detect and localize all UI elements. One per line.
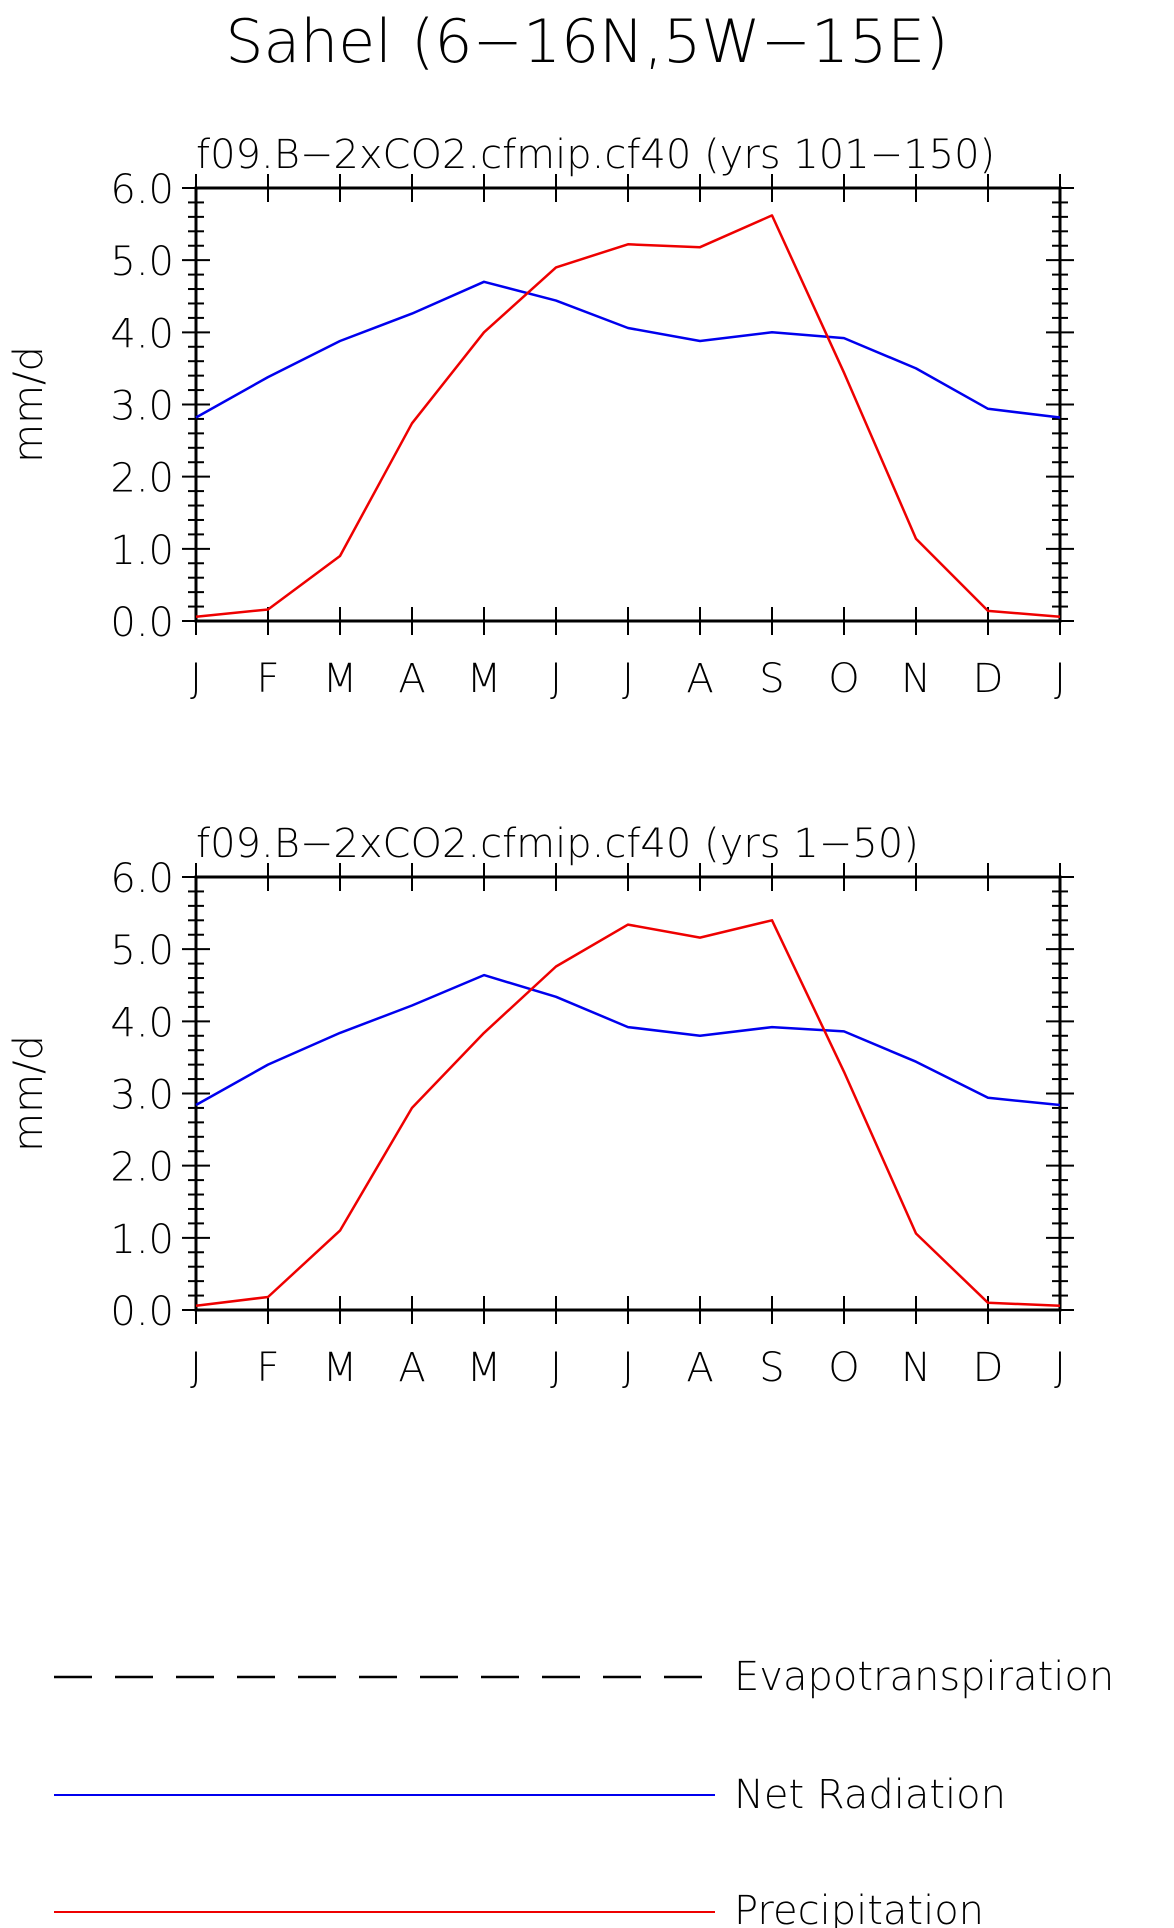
y-tick-label: 3.0	[110, 384, 174, 430]
legend-item-precipitation: Precipitation	[54, 1888, 984, 1928]
y-tick-label: 4.0	[110, 311, 174, 357]
x-tick-label-mar: M	[323, 656, 358, 702]
series-line-precipitation	[195, 919, 1061, 1307]
legend-item-net-radiation: Net Radiation	[54, 1772, 1006, 1818]
series-line-precipitation	[195, 214, 1061, 618]
series-line-net-radiation	[195, 973, 1061, 1107]
legend-label-net-radiation: Net Radiation	[734, 1772, 1006, 1818]
y-axis-label: mm/d	[6, 1035, 52, 1152]
legend: Evapotranspiration Net Radiation Precipi…	[54, 1654, 1114, 1928]
panel-title: f09.B−2xCO2.cfmip.cf40 (yrs 1−50)	[196, 821, 919, 867]
y-tick-label: 6.0	[110, 856, 174, 902]
x-tick-label-sep: S	[759, 656, 784, 702]
y-tick-label: 2.0	[110, 1145, 174, 1191]
x-tick-label-may: M	[467, 1345, 502, 1391]
x-tick-label-may: M	[467, 656, 502, 702]
x-tick-label-apr: A	[398, 656, 425, 702]
x-tick-label-nov: N	[901, 656, 931, 702]
x-tick-label-aug: A	[686, 1345, 713, 1391]
x-tick-label-jan: J	[190, 656, 202, 702]
x-tick-label-aug: A	[686, 656, 713, 702]
legend-label-evapotranspiration: Evapotranspiration	[734, 1654, 1114, 1700]
plot-frame	[194, 186, 1062, 623]
chart-panel-early-years: f09.B−2xCO2.cfmip.cf40 (yrs 1−50) mm/d 0.0…	[6, 821, 1074, 1391]
figure-title: Sahel (6−16N,5W−15E)	[225, 7, 948, 77]
x-tick-label-oct: O	[828, 1345, 859, 1391]
y-tick-label: 5.0	[110, 239, 174, 285]
x-tick-label-jun: J	[550, 1345, 562, 1391]
x-tick-label-dec: D	[973, 1345, 1004, 1391]
legend-item-evapotranspiration: Evapotranspiration	[54, 1654, 1114, 1700]
x-tick-label-mar: M	[323, 1345, 358, 1391]
x-tick-label-jan: J	[190, 1345, 202, 1391]
x-tick-label-jul: J	[622, 656, 634, 702]
y-tick-label: 4.0	[110, 1000, 174, 1046]
y-axis-label: mm/d	[6, 346, 52, 463]
x-tick-label-nov: N	[901, 1345, 931, 1391]
panel-title: f09.B−2xCO2.cfmip.cf40 (yrs 101−150)	[196, 132, 995, 178]
y-tick-label: 3.0	[110, 1073, 174, 1119]
x-tick-label-oct: O	[828, 656, 859, 702]
x-tick-label-sep: S	[759, 1345, 784, 1391]
y-tick-label: 0.0	[110, 600, 174, 646]
x-tick-label-jan-end: J	[1054, 1345, 1066, 1391]
x-tick-label-feb: F	[256, 1345, 279, 1391]
x-tick-label-jun: J	[550, 656, 562, 702]
y-tick-label: 6.0	[110, 167, 174, 213]
y-tick-label: 1.0	[110, 528, 174, 574]
series-line-net-radiation	[195, 280, 1061, 419]
y-tick-label: 5.0	[110, 928, 174, 974]
y-tick-label: 0.0	[110, 1289, 174, 1335]
y-tick-label: 2.0	[110, 456, 174, 502]
x-tick-label-apr: A	[398, 1345, 425, 1391]
chart-panel-recent-years: f09.B−2xCO2.cfmip.cf40 (yrs 101−150) mm/d…	[6, 132, 1074, 702]
x-tick-label-dec: D	[973, 656, 1004, 702]
x-tick-label-jan-end: J	[1054, 656, 1066, 702]
y-tick-label: 1.0	[110, 1217, 174, 1263]
x-tick-label-jul: J	[622, 1345, 634, 1391]
x-tick-label-feb: F	[256, 656, 279, 702]
legend-label-precipitation: Precipitation	[734, 1888, 984, 1928]
